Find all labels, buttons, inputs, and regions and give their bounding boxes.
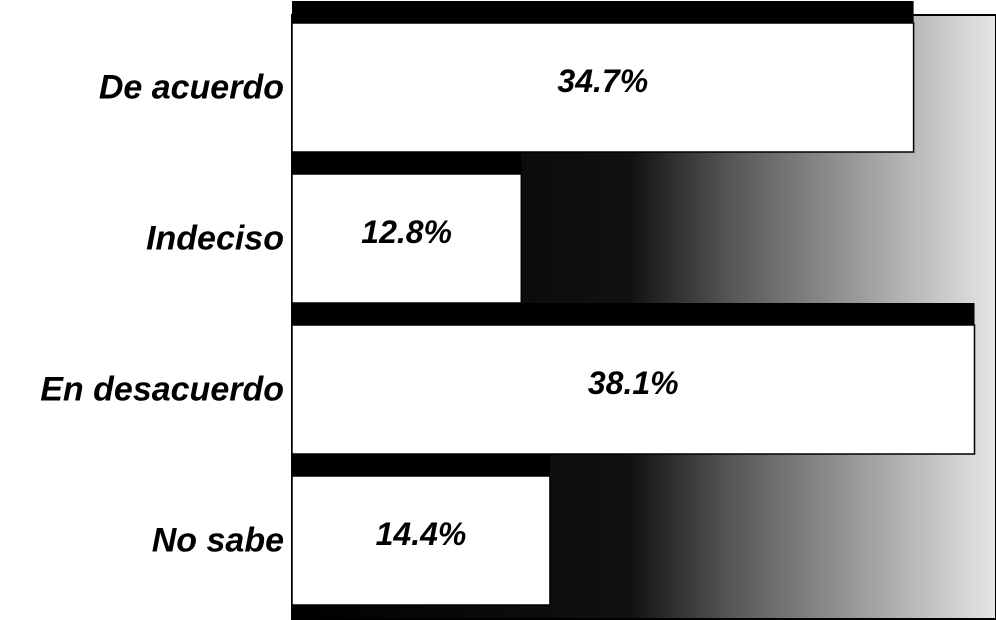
value-label: 34.7%: [557, 63, 648, 99]
value-label: 12.8%: [361, 214, 452, 250]
bar-shadow: [292, 303, 975, 325]
category-label: No sabe: [152, 521, 284, 559]
value-label: 14.4%: [376, 516, 467, 552]
category-label: En desacuerdo: [40, 370, 284, 408]
bar: [291, 22, 915, 153]
bar-shadow: [292, 152, 522, 174]
bar: [291, 324, 976, 455]
bar-shadow: [292, 1, 914, 23]
bar: [291, 475, 551, 606]
category-label: Indeciso: [146, 219, 284, 257]
bar-shadow: [292, 454, 550, 476]
value-label: 38.1%: [588, 365, 679, 401]
category-label: De acuerdo: [99, 68, 284, 106]
